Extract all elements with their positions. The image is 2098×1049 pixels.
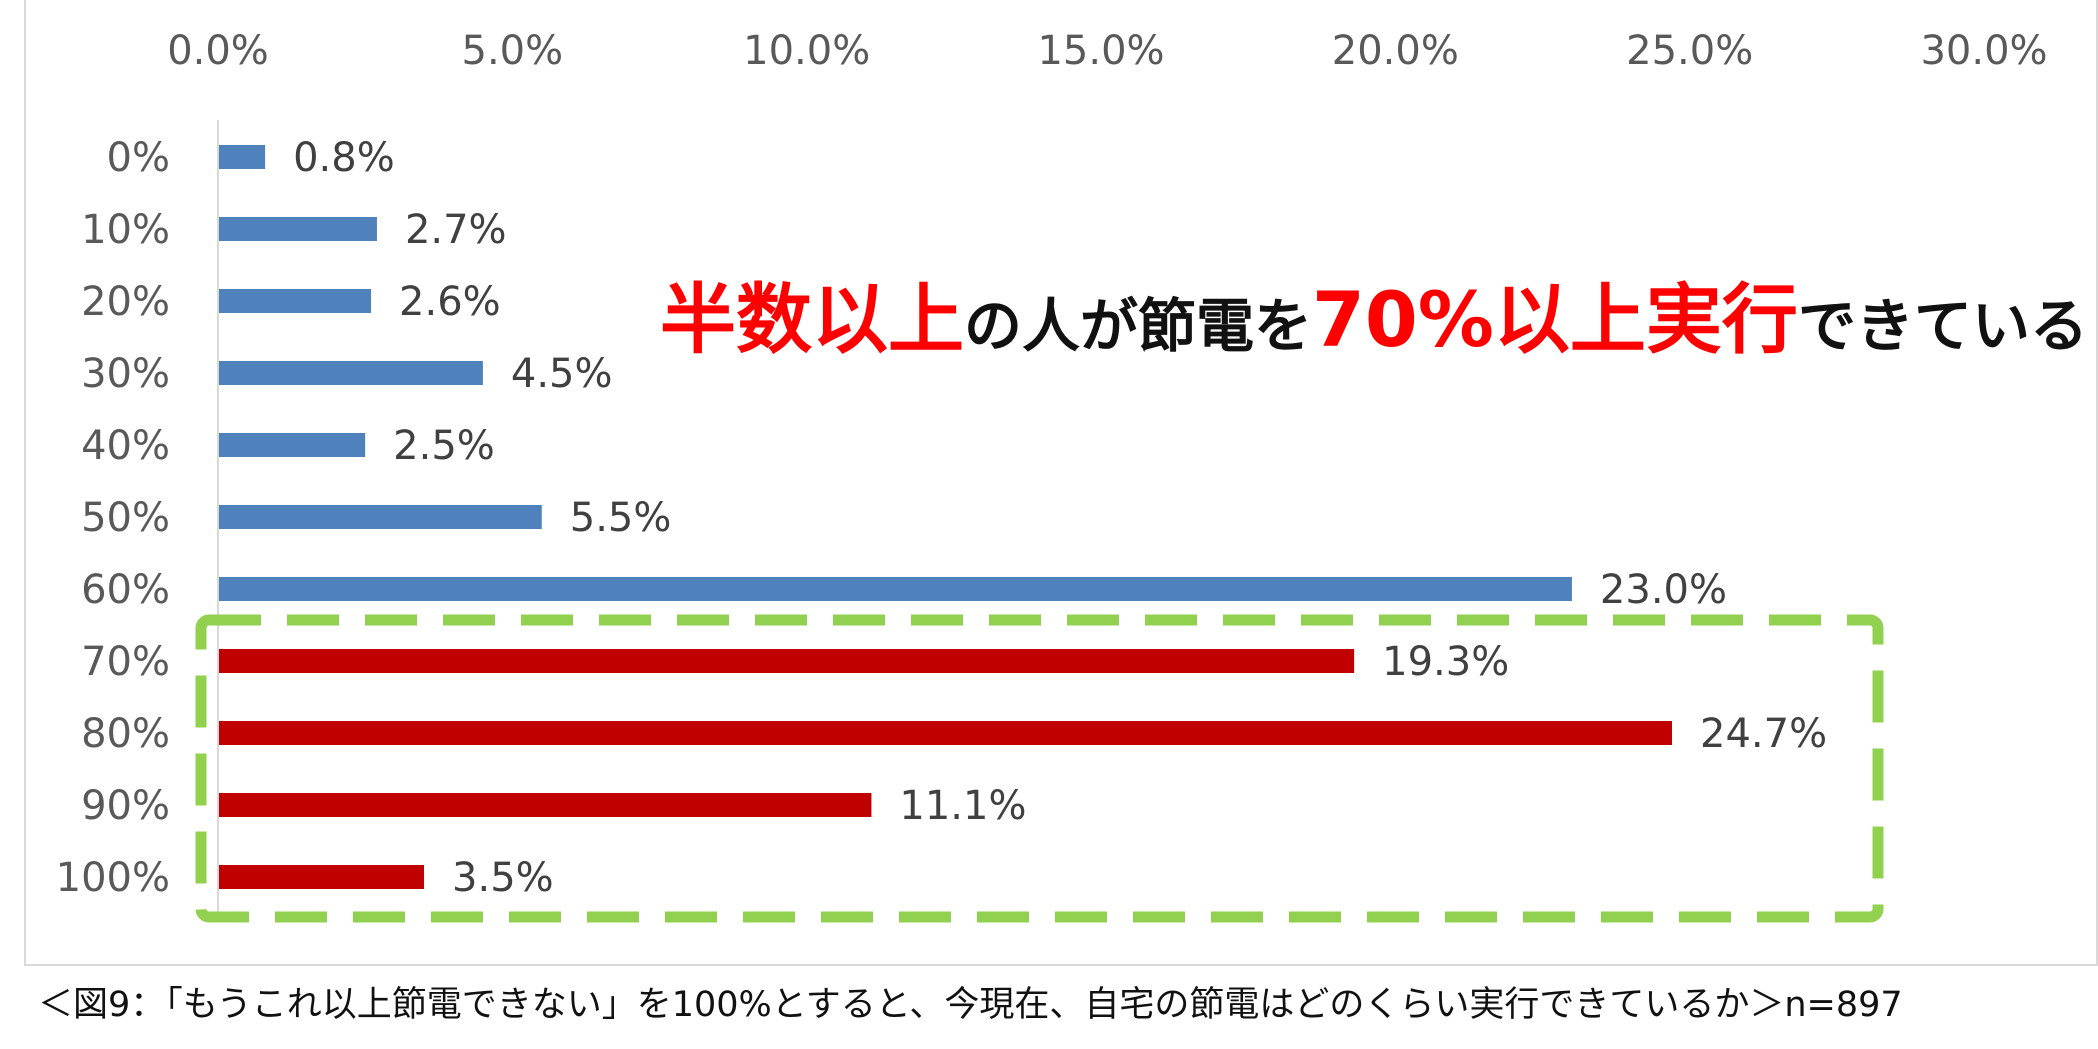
- bar: [219, 217, 377, 241]
- x-tick-label: 25.0%: [1626, 28, 1753, 74]
- category-label: 10%: [81, 207, 170, 253]
- bars-group: [219, 145, 1673, 889]
- category-label: 40%: [81, 423, 170, 469]
- bar: [219, 721, 1673, 745]
- headline-part2: の人が節電を: [964, 292, 1313, 360]
- x-tick-label: 5.0%: [462, 28, 564, 74]
- category-label: 90%: [81, 783, 170, 829]
- data-labels: 0.8%2.7% 2.6%4.5% 2.5% 5.5% 23.0% 19.3% 24.7% 1…: [293, 135, 1827, 901]
- chart-frame: [24, 0, 2098, 966]
- category-label: 0%: [107, 135, 170, 181]
- bar: [219, 577, 1572, 601]
- highlight-box: [195, 614, 1884, 923]
- data-label: 0.8%: [293, 135, 395, 181]
- data-label: 23.0%: [1600, 567, 1727, 613]
- category-label: 30%: [81, 351, 170, 397]
- x-tick-label: 20.0%: [1332, 28, 1459, 74]
- x-tick-label: 30.0%: [1920, 28, 2047, 74]
- category-label: 50%: [81, 495, 170, 541]
- bar: [219, 433, 366, 457]
- x-axis-ticks: 0.0% 5.0% 10.0% 15.0% 20.0% 25.0% 30.0%: [167, 28, 2047, 74]
- bar: [219, 361, 483, 385]
- headline-part3: 70%以上実行: [1312, 275, 1798, 364]
- headline-part4: できている: [1797, 292, 2088, 360]
- bar: [219, 505, 542, 529]
- x-tick-label: 15.0%: [1037, 28, 1164, 74]
- bar-chart: 0.0% 5.0% 10.0% 15.0% 20.0% 25.0% 30.0% 0% 10% 2…: [56, 28, 2048, 923]
- data-label: 4.5%: [511, 351, 613, 397]
- data-label: 19.3%: [1382, 639, 1509, 685]
- bar: [219, 649, 1355, 673]
- category-labels: 0% 10% 20% 30% 40% 50% 60% 70% 80% 90% 100%: [56, 135, 170, 901]
- bar: [219, 865, 425, 889]
- bar: [219, 145, 266, 169]
- category-label: 80%: [81, 711, 170, 757]
- figure-caption: ＜図9：「もうこれ以上節電できない」を100%とすると、今現在、自宅の節電はどの…: [38, 985, 1903, 1025]
- category-label: 60%: [81, 567, 170, 613]
- category-label: 20%: [81, 279, 170, 325]
- headline-part1: 半数以上: [660, 275, 964, 364]
- category-label: 70%: [81, 639, 170, 685]
- headline-annotation: 半数以上の人が節電を70%以上実行できている: [660, 258, 2088, 368]
- x-tick-label: 10.0%: [743, 28, 870, 74]
- data-label: 2.7%: [405, 207, 507, 253]
- data-label: 5.5%: [570, 495, 672, 541]
- x-tick-label: 0.0%: [167, 28, 269, 74]
- category-label: 100%: [56, 855, 170, 901]
- bar: [219, 793, 872, 817]
- data-label: 11.1%: [899, 783, 1026, 829]
- data-label: 3.5%: [452, 855, 554, 901]
- data-label: 2.5%: [393, 423, 495, 469]
- bar: [219, 289, 372, 313]
- data-label: 2.6%: [399, 279, 501, 325]
- data-label: 24.7%: [1700, 711, 1827, 757]
